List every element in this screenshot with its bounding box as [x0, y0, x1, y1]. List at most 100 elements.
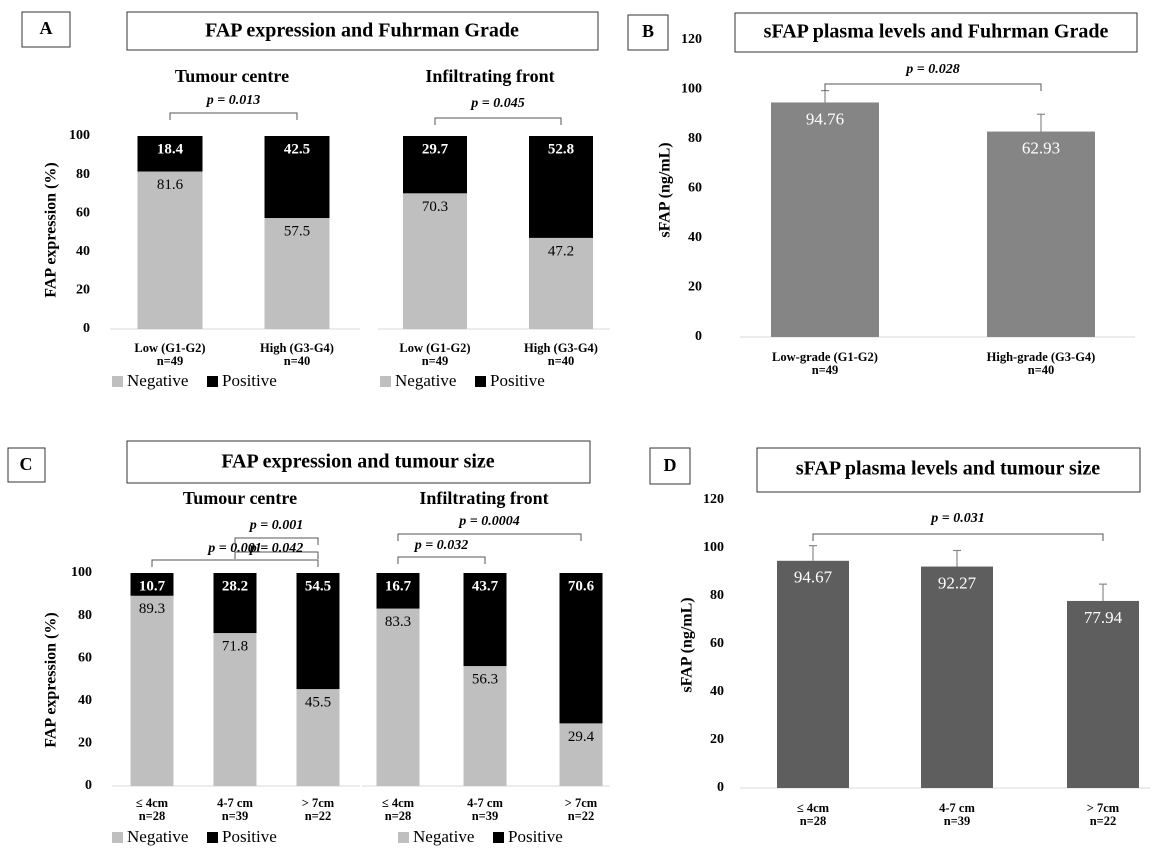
p-value: p = 0.013	[206, 93, 260, 108]
chart-subtitle: Infiltrating front	[425, 66, 554, 86]
x-tick-sublabel: n=49	[422, 354, 449, 368]
x-tick-sublabel: n=40	[548, 354, 575, 368]
y-tick-label: 20	[78, 736, 92, 751]
bar	[987, 131, 1095, 337]
data-label: 10.7	[139, 578, 166, 594]
x-tick-label: ≤ 4cm	[136, 796, 169, 810]
x-tick-label: Low (G1-G2)	[134, 341, 205, 355]
panel-letter-box	[649, 447, 691, 485]
y-tick-label: 80	[688, 131, 702, 146]
bar	[921, 566, 993, 788]
bar-segment	[137, 171, 203, 329]
x-tick-sublabel: n=28	[139, 809, 166, 823]
x-tick-sublabel: n=22	[568, 809, 595, 823]
bar-segment	[559, 573, 603, 724]
panel-title-box	[126, 440, 591, 484]
y-axis-label: FAP expression (%)	[43, 612, 60, 747]
x-tick-sublabel: n=49	[157, 354, 184, 368]
bar-segment	[529, 136, 593, 238]
x-tick-label: Low (G1-G2)	[399, 341, 470, 355]
y-tick-label: 80	[76, 167, 90, 182]
x-tick-label: > 7cm	[565, 796, 598, 810]
y-tick-label: 40	[688, 230, 702, 245]
data-label: 56.3	[472, 672, 498, 688]
bar-segment	[403, 193, 467, 329]
y-tick-label: 80	[78, 608, 92, 623]
chart-subtitle: Tumour centre	[183, 488, 297, 508]
p-value: p = 0.045	[470, 96, 524, 111]
legend-swatch	[112, 832, 123, 843]
y-tick-label: 20	[688, 280, 702, 295]
panel-title-box	[756, 447, 1141, 493]
x-tick-sublabel: n=39	[944, 814, 971, 828]
y-tick-label: 60	[78, 650, 92, 665]
significance-bracket	[812, 533, 1104, 541]
panel-letter: A	[40, 18, 53, 38]
legend-label: Positive	[508, 827, 563, 846]
bar-segment	[213, 573, 257, 634]
data-label: 29.4	[568, 729, 595, 745]
legend-label: Positive	[222, 371, 277, 390]
data-label: 77.94	[1084, 608, 1123, 627]
y-tick-label: 120	[681, 32, 702, 47]
panel-letter-box	[21, 11, 71, 48]
p-value: p = 0.031	[930, 511, 984, 526]
panel-title-box	[126, 11, 599, 51]
y-axis-label: sFAP (ng/mL)	[657, 142, 674, 237]
x-tick-sublabel: n=28	[385, 809, 412, 823]
x-tick-sublabel: n=22	[305, 809, 332, 823]
legend-label: Negative	[413, 827, 474, 846]
legend-swatch	[493, 832, 504, 843]
bar-segment	[463, 666, 507, 786]
legend-label: Negative	[127, 371, 188, 390]
data-label: 89.3	[139, 601, 165, 617]
significance-bracket	[397, 556, 486, 564]
bar-segment	[296, 573, 340, 690]
y-tick-label: 20	[710, 732, 724, 747]
bar	[777, 560, 849, 788]
data-label: 70.6	[568, 578, 595, 594]
y-tick-label: 20	[76, 283, 90, 298]
data-label: 52.8	[548, 141, 574, 157]
data-label: 62.93	[1022, 138, 1060, 157]
y-tick-label: 0	[85, 778, 92, 793]
chart-subtitle: Tumour centre	[175, 66, 289, 86]
y-tick-label: 40	[76, 244, 90, 259]
x-tick-label: 4-7 cm	[217, 796, 253, 810]
panel-letter-box	[627, 14, 669, 51]
data-label: 16.7	[385, 578, 412, 594]
bar-segment	[463, 573, 507, 667]
legend-swatch	[475, 376, 486, 387]
data-label: 70.3	[422, 199, 448, 215]
chart-subtitle: Infiltrating front	[419, 488, 548, 508]
y-tick-label: 100	[681, 82, 702, 97]
legend-swatch	[398, 832, 409, 843]
x-tick-label: High (G3-G4)	[260, 341, 334, 355]
significance-bracket	[151, 559, 319, 567]
bar-segment	[130, 595, 174, 786]
y-tick-label: 100	[69, 128, 90, 143]
bar-segment	[559, 723, 603, 786]
significance-bracket	[824, 83, 1042, 91]
data-label: 81.6	[157, 177, 184, 193]
bar-segment	[213, 633, 257, 786]
x-tick-label: High-grade (G3-G4)	[987, 350, 1096, 364]
legend-label: Negative	[395, 371, 456, 390]
y-tick-label: 60	[76, 205, 90, 220]
x-tick-sublabel: n=39	[222, 809, 249, 823]
data-label: 54.5	[305, 578, 331, 594]
data-label: 92.27	[938, 573, 977, 592]
y-tick-label: 0	[717, 780, 724, 795]
bar-segment	[137, 136, 203, 172]
legend-swatch	[207, 832, 218, 843]
y-tick-label: 0	[695, 329, 702, 344]
data-label: 57.5	[284, 223, 310, 239]
panel-title: FAP expression and tumour size	[221, 451, 494, 473]
significance-bracket	[234, 551, 319, 559]
panel-letter: D	[664, 455, 677, 475]
data-label: 71.8	[222, 639, 248, 655]
y-tick-label: 100	[71, 565, 92, 580]
y-tick-label: 40	[78, 693, 92, 708]
x-tick-label: High (G3-G4)	[524, 341, 598, 355]
